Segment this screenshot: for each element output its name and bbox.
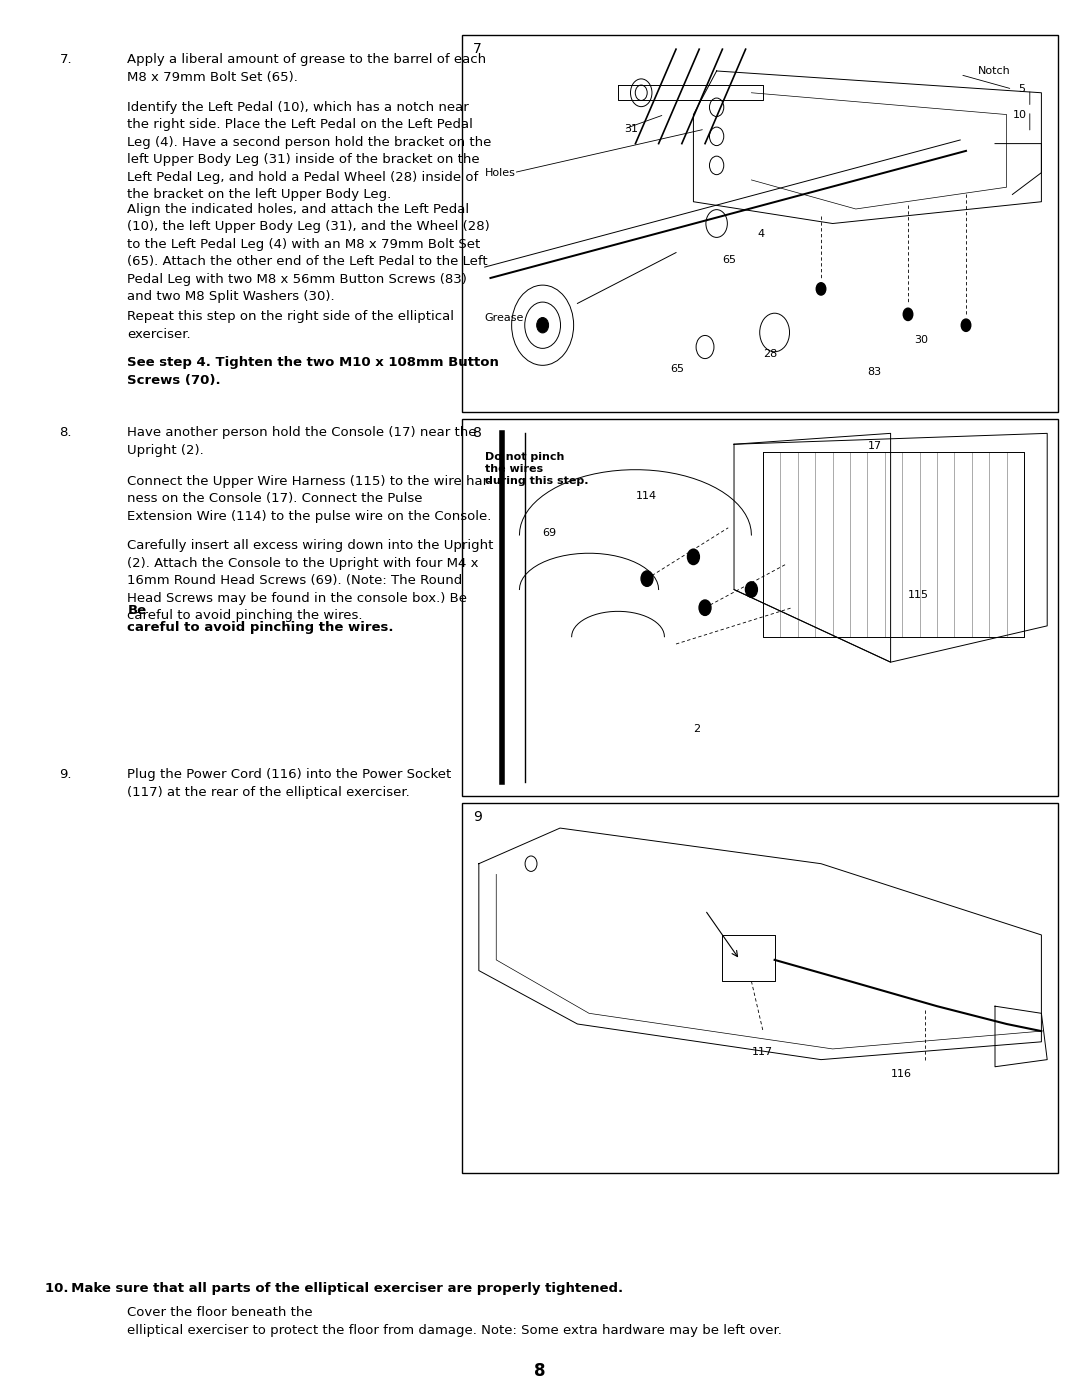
Text: See step 4. Tighten the two M10 x 108mm Button
Screws (70).: See step 4. Tighten the two M10 x 108mm …: [127, 356, 499, 387]
Text: 116: 116: [891, 1069, 912, 1078]
Text: 8.: 8.: [59, 426, 72, 439]
Text: 83: 83: [867, 367, 881, 377]
Circle shape: [903, 309, 913, 320]
Text: 4: 4: [757, 229, 765, 239]
Text: 10. Make sure that all parts of the elliptical exerciser are properly tightened.: 10. Make sure that all parts of the elli…: [45, 1282, 623, 1295]
Text: 10: 10: [1012, 109, 1026, 120]
Text: Cover the floor beneath the
elliptical exerciser to protect the floor from damag: Cover the floor beneath the elliptical e…: [127, 1306, 782, 1337]
Text: 65: 65: [671, 363, 685, 374]
Text: 115: 115: [908, 590, 929, 599]
Text: 9.: 9.: [59, 768, 72, 781]
Circle shape: [816, 282, 826, 295]
Text: 7.: 7.: [59, 53, 72, 66]
Text: Plug the Power Cord (116) into the Power Socket
(117) at the rear of the ellipti: Plug the Power Cord (116) into the Power…: [127, 768, 451, 799]
Text: Do not pinch
the wires
during this step.: Do not pinch the wires during this step.: [485, 451, 589, 486]
Text: 28: 28: [762, 349, 778, 359]
Text: 9: 9: [473, 810, 482, 824]
Circle shape: [537, 317, 549, 332]
Circle shape: [688, 549, 700, 564]
Text: Align the indicated holes, and attach the Left Pedal
(10), the left Upper Body L: Align the indicated holes, and attach th…: [127, 203, 490, 303]
Text: 30: 30: [914, 335, 928, 345]
Text: Have another person hold the Console (17) near the
Upright (2).: Have another person hold the Console (17…: [127, 426, 477, 457]
Text: Carefully insert all excess wiring down into the Upright
(2). Attach the Console: Carefully insert all excess wiring down …: [127, 539, 494, 622]
Text: Notch: Notch: [977, 66, 1011, 75]
Text: 7: 7: [473, 42, 482, 56]
Text: Repeat this step on the right side of the elliptical
exerciser.: Repeat this step on the right side of th…: [127, 310, 455, 341]
Text: Holes: Holes: [485, 168, 515, 177]
Bar: [462, 35, 1058, 412]
Bar: [462, 803, 1058, 1173]
Text: 114: 114: [635, 492, 657, 502]
Text: 5: 5: [1018, 84, 1025, 94]
Text: 2: 2: [693, 724, 701, 733]
Text: 17: 17: [867, 440, 881, 451]
Text: 31: 31: [624, 124, 638, 134]
Text: 65: 65: [723, 254, 737, 265]
Text: 8: 8: [473, 426, 482, 440]
Circle shape: [745, 581, 757, 598]
Text: Grease: Grease: [485, 313, 524, 323]
Text: Apply a liberal amount of grease to the barrel of each
M8 x 79mm Bolt Set (65).: Apply a liberal amount of grease to the …: [127, 53, 487, 84]
Circle shape: [961, 319, 971, 331]
Text: 69: 69: [542, 528, 557, 538]
Text: Be
careful to avoid pinching the wires.: Be careful to avoid pinching the wires.: [127, 604, 394, 634]
Circle shape: [699, 599, 711, 616]
Text: Identify the Left Pedal (10), which has a notch near
the right side. Place the L: Identify the Left Pedal (10), which has …: [127, 101, 491, 201]
Bar: [462, 419, 1058, 796]
Text: 8: 8: [535, 1362, 545, 1380]
Text: 117: 117: [752, 1048, 772, 1058]
Text: Connect the Upper Wire Harness (115) to the wire har-
ness on the Console (17). : Connect the Upper Wire Harness (115) to …: [127, 475, 492, 522]
Circle shape: [642, 571, 653, 587]
